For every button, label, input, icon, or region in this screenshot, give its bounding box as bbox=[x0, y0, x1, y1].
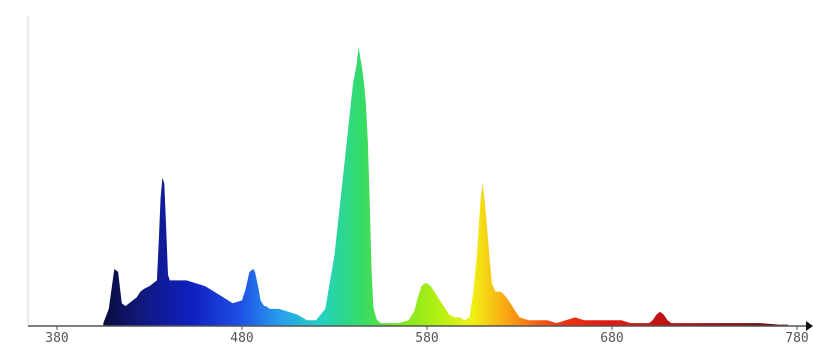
x-tick-label: 780 bbox=[785, 331, 808, 346]
x-tick-label: 380 bbox=[45, 331, 68, 346]
spectrum-area bbox=[103, 46, 788, 326]
x-tick-label: 480 bbox=[230, 331, 253, 346]
x-axis-arrow-icon bbox=[806, 321, 813, 331]
x-tick-label: 580 bbox=[415, 331, 438, 346]
x-tick-label: 680 bbox=[600, 331, 623, 346]
x-axis-ticks: 380 480 580 680 780 bbox=[45, 326, 809, 346]
